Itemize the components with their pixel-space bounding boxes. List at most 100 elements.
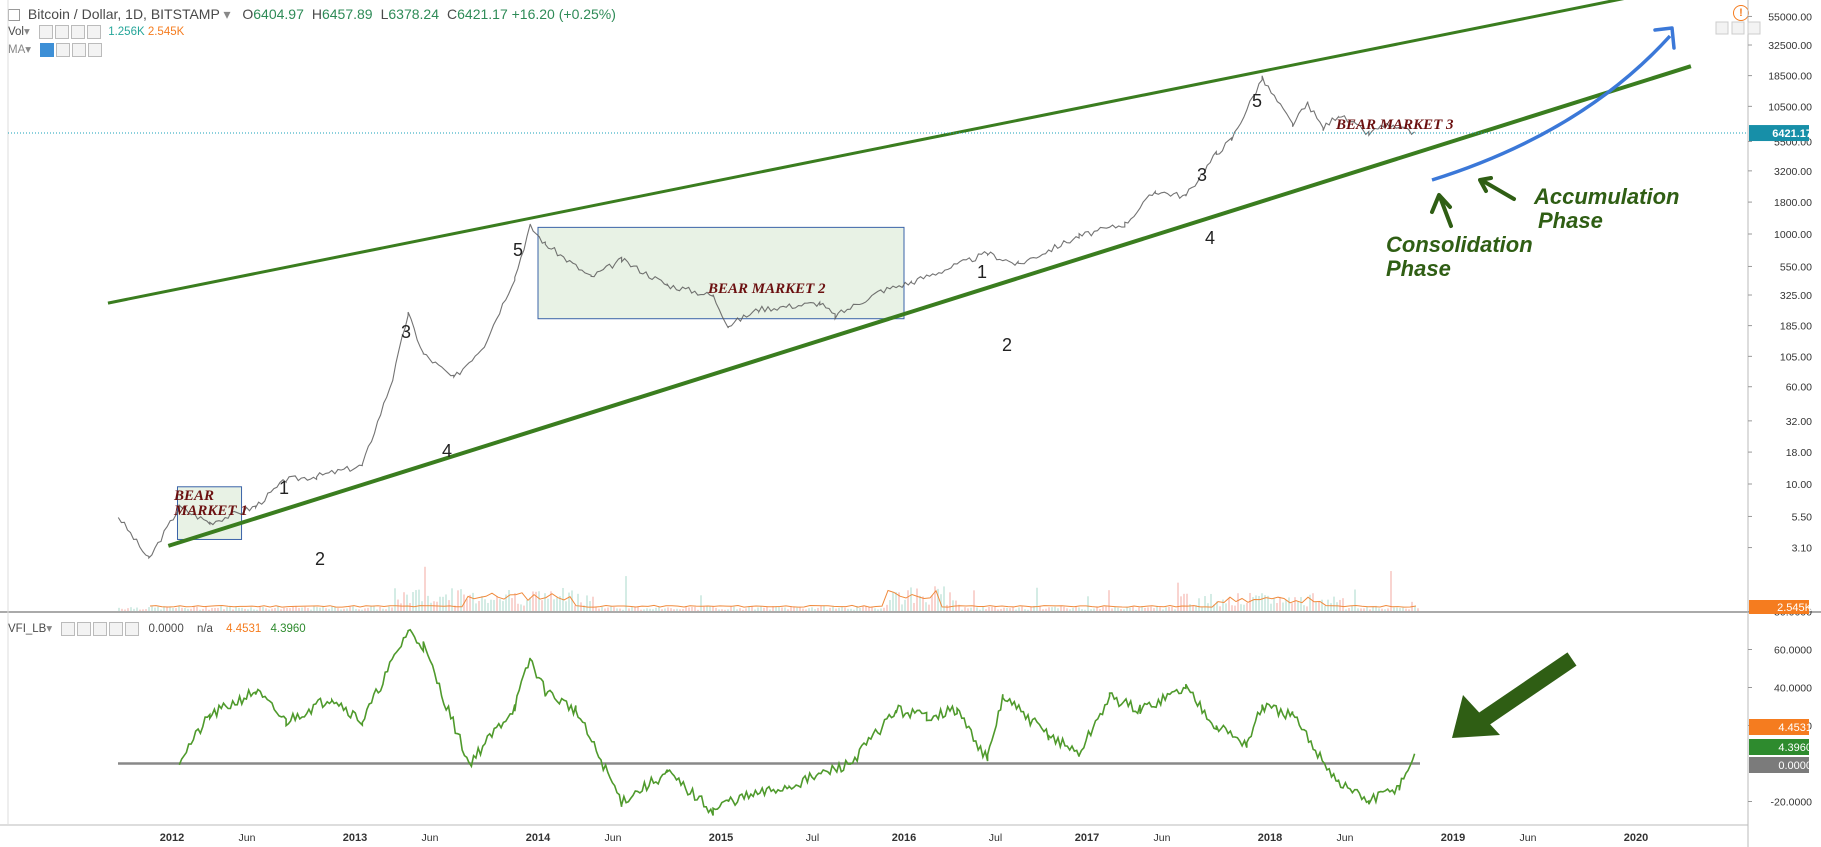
volume-bar (970, 607, 972, 611)
volume-bar (589, 601, 591, 611)
eye-icon[interactable] (61, 621, 76, 636)
volume-bar (376, 609, 378, 611)
symbol-title[interactable]: Bitcoin / Dollar, 1D, BITSTAMP (27, 6, 220, 22)
volume-bar (1183, 593, 1185, 611)
volume-bar (1249, 592, 1251, 611)
volume-bar (1078, 607, 1080, 611)
volume-bar (841, 606, 843, 611)
settings-icon[interactable] (77, 621, 92, 636)
volume-bar (889, 600, 891, 611)
volume-bar (931, 595, 933, 611)
volume-bar (622, 609, 624, 611)
volume-bar (211, 608, 213, 611)
wave-label: 5 (513, 240, 523, 260)
close-icon[interactable] (125, 621, 140, 636)
volume-bar (667, 607, 669, 611)
volume-tag-label: 2.545K (1777, 602, 1813, 614)
volume-bar (739, 608, 741, 611)
eye-icon[interactable] (38, 24, 53, 39)
time-tick-label: 2012 (160, 832, 184, 844)
volume-bar (871, 607, 873, 611)
volume-bar (853, 609, 855, 611)
eye-icon[interactable] (40, 42, 55, 57)
volume-bar (1273, 598, 1275, 611)
volume-bar (394, 588, 396, 611)
volume-bar (511, 598, 513, 611)
add-icon[interactable] (109, 621, 124, 636)
wave-label: 1 (977, 262, 987, 282)
price-tick-label: 32500.00 (1768, 40, 1812, 52)
chevron-down-icon[interactable]: ▾ (46, 623, 53, 635)
volume-bar (154, 607, 156, 611)
volume-bar (964, 607, 966, 611)
volume-bar (985, 609, 987, 611)
close-icon[interactable] (86, 24, 101, 39)
volume-bar (1366, 606, 1368, 611)
volume-bar (526, 599, 528, 611)
volume-bar (1387, 608, 1389, 611)
volume-bar (250, 607, 252, 611)
chevron-down-icon[interactable]: ▾ (25, 44, 32, 56)
chevron-down-icon[interactable]: ▾ (223, 6, 231, 22)
volume-bar (580, 602, 582, 611)
settings-icon[interactable] (56, 42, 71, 57)
volume-bar (490, 599, 492, 611)
close-icon[interactable] (88, 42, 103, 57)
volume-bar (1192, 605, 1194, 611)
time-tick-label: 2019 (1441, 832, 1465, 844)
ma-label[interactable]: MA (8, 44, 26, 56)
volume-bar (118, 607, 120, 611)
forecast-arrowhead-icon (1653, 26, 1676, 50)
settings-icon[interactable] (54, 24, 69, 39)
volume-bar (1213, 604, 1215, 611)
volume-bar (952, 600, 954, 611)
time-tick-label: 2017 (1075, 832, 1099, 844)
volume-bar (160, 609, 162, 611)
volume-bar (1282, 602, 1284, 611)
volume-bar (130, 607, 132, 611)
code-icon[interactable] (93, 621, 108, 636)
volume-bar (1102, 606, 1104, 611)
volume-bar (1297, 601, 1299, 611)
volume-bar (1339, 599, 1341, 611)
vfi-label[interactable]: VFI_LB (8, 623, 47, 635)
vol-label[interactable]: Vol (8, 26, 24, 38)
volume-bar (1093, 608, 1095, 611)
time-tick-label: 2020 (1624, 832, 1648, 844)
volume-bar (697, 609, 699, 611)
add-icon[interactable] (72, 42, 87, 57)
volume-bar (439, 596, 441, 611)
volume-bar (1402, 607, 1404, 611)
volume-bar (1228, 597, 1230, 611)
wave-label: 3 (401, 322, 411, 342)
volume-bar (661, 609, 663, 611)
volume-bar (1258, 596, 1260, 611)
price-tick-label: 325.00 (1780, 290, 1812, 302)
volume-bar (658, 607, 660, 611)
chevron-down-icon[interactable]: ▾ (24, 26, 30, 38)
volume-bar (691, 606, 693, 611)
volume-bar (367, 607, 369, 611)
volume-bar (172, 607, 174, 611)
vfi-tick-label: 40.0000 (1774, 683, 1812, 695)
volume-bar (934, 586, 936, 611)
volume-bar (178, 605, 180, 611)
volume-bar (1291, 603, 1293, 611)
add-icon[interactable] (70, 24, 85, 39)
volume-bar (604, 608, 606, 611)
time-axis: 2012 Jun 2013 Jun 2014 Jun 2015 Jul 2016 Jul 2017 J… (160, 832, 1648, 844)
volume-bar (1342, 598, 1344, 611)
volume-bar (1168, 606, 1170, 611)
volume-bar (811, 607, 813, 611)
volume-bar (517, 603, 519, 611)
volume-bar (991, 606, 993, 611)
volume-bar (472, 592, 474, 611)
bear-market-2-label: BEAR MARKET 2 (707, 281, 826, 297)
volume-bar (733, 606, 735, 611)
volume-bar (688, 607, 690, 611)
volume-bar (535, 591, 537, 611)
volume-bar (937, 588, 939, 611)
volume-bar (1012, 606, 1014, 611)
volume-bar (682, 609, 684, 611)
